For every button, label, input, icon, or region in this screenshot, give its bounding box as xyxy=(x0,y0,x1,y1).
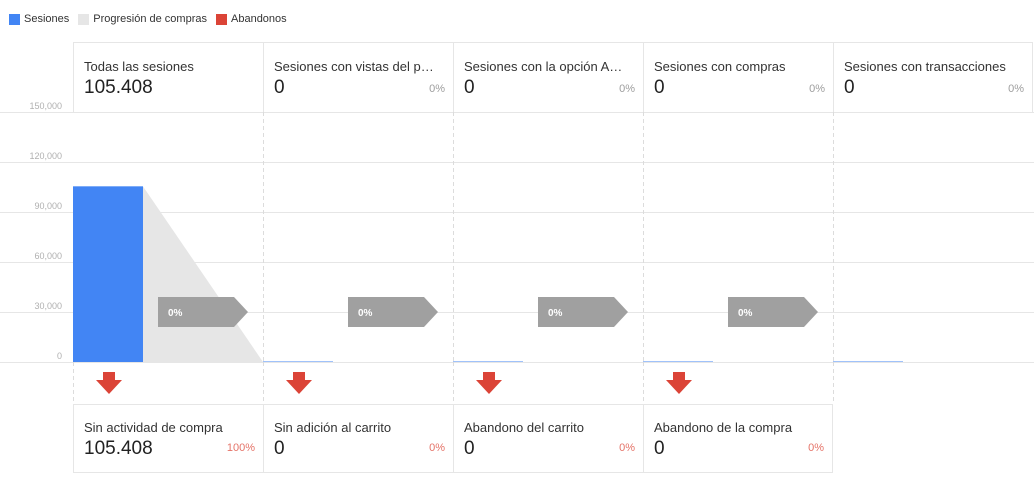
stage-cell-vistas-producto[interactable]: Sesiones con vistas del pro… 0 0% xyxy=(263,42,453,112)
abandon-cell-carrito[interactable]: Abandono del carrito 0 0% xyxy=(453,404,643,473)
legend-item-sesiones[interactable]: Sesiones xyxy=(9,13,69,25)
abandon-percentage: 100% xyxy=(226,442,255,454)
stage-percentage: 0% xyxy=(1008,83,1024,95)
legend-label-progresion: Progresión de compras xyxy=(93,13,207,25)
conversion-rate-label: 0% xyxy=(168,308,183,319)
stage-percentage: 0% xyxy=(619,83,635,95)
stage-title: Todas las sesiones xyxy=(84,59,194,74)
stage-title: Sesiones con la opción Aña… xyxy=(464,59,627,74)
conversion-arrow xyxy=(538,297,628,327)
abandon-value: 0 xyxy=(464,438,475,459)
y-tick-label: 90,000 xyxy=(34,201,62,211)
abandon-title: Sin adición al carrito xyxy=(274,420,392,435)
legend-item-abandonos[interactable]: Abandonos xyxy=(216,13,287,25)
y-tick-label: 60,000 xyxy=(34,251,62,261)
stage-title: Sesiones con transacciones xyxy=(844,59,1006,74)
abandon-down-arrow-icon xyxy=(286,372,312,394)
stage-value: 0 xyxy=(274,77,285,98)
stage-percentage: 0% xyxy=(809,83,825,95)
stage-value: 0 xyxy=(464,77,475,98)
stage-value: 105.408 xyxy=(84,77,153,98)
bar-sesiones xyxy=(833,361,903,362)
abandon-title: Sin actividad de compra xyxy=(84,420,223,435)
abandon-down-arrow-icon xyxy=(666,372,692,394)
bar-sesiones xyxy=(73,186,143,362)
conversion-arrow xyxy=(728,297,818,327)
stage-percentage: 0% xyxy=(429,83,445,95)
legend-swatch-progresion xyxy=(78,13,90,25)
abandon-cell-compra[interactable]: Abandono de la compra 0 0% xyxy=(643,404,833,473)
conversion-arrow xyxy=(348,297,438,327)
abandon-percentage: 0% xyxy=(429,442,445,454)
abandon-percentage: 0% xyxy=(808,442,824,454)
conversion-arrow xyxy=(158,297,248,327)
conversion-rate-label: 0% xyxy=(548,308,563,319)
abandon-value: 0 xyxy=(274,438,285,459)
conversion-rate-label: 0% xyxy=(738,308,753,319)
stage-value: 0 xyxy=(654,77,665,98)
legend-item-progresion[interactable]: Progresión de compras xyxy=(78,13,207,25)
abandon-down-arrow-icon xyxy=(476,372,502,394)
abandon-percentage: 0% xyxy=(619,442,635,454)
abandon-down-arrow-icon xyxy=(96,372,122,394)
stage-cell-compras[interactable]: Sesiones con compras 0 0% xyxy=(643,42,833,112)
legend-swatch-abandonos xyxy=(216,13,227,25)
legend-swatch-sesiones xyxy=(9,13,20,25)
abandon-title: Abandono del carrito xyxy=(464,420,584,435)
legend-label-sesiones: Sesiones xyxy=(24,13,70,25)
abandon-value: 0 xyxy=(654,438,665,459)
y-tick-label: 0 xyxy=(57,351,62,361)
stage-value: 0 xyxy=(844,77,855,98)
chart-legend: Sesiones Progresión de compras Abandonos xyxy=(9,12,296,26)
stage-cell-todas-sesiones[interactable]: Todas las sesiones 105.408 xyxy=(73,42,263,112)
stage-cell-transacciones[interactable]: Sesiones con transacciones 0 0% xyxy=(833,42,1033,112)
abandon-title: Abandono de la compra xyxy=(654,420,793,435)
abandon-cell-sin-actividad[interactable]: Sin actividad de compra 105.408 100% xyxy=(73,404,263,473)
abandon-value: 105.408 xyxy=(84,438,153,459)
conversion-rate-label: 0% xyxy=(358,308,373,319)
bar-sesiones xyxy=(453,361,523,362)
bar-sesiones xyxy=(263,361,333,362)
y-tick-label: 120,000 xyxy=(29,151,62,161)
abandon-cell-sin-adicion[interactable]: Sin adición al carrito 0 0% xyxy=(263,404,453,473)
y-tick-label: 150,000 xyxy=(29,101,62,111)
stage-title: Sesiones con compras xyxy=(654,59,786,74)
stage-title: Sesiones con vistas del pro… xyxy=(274,59,437,74)
y-tick-label: 30,000 xyxy=(34,301,62,311)
bar-sesiones xyxy=(643,361,713,362)
stage-cell-anadir-carrito[interactable]: Sesiones con la opción Aña… 0 0% xyxy=(453,42,643,112)
legend-label-abandonos: Abandonos xyxy=(231,13,287,25)
